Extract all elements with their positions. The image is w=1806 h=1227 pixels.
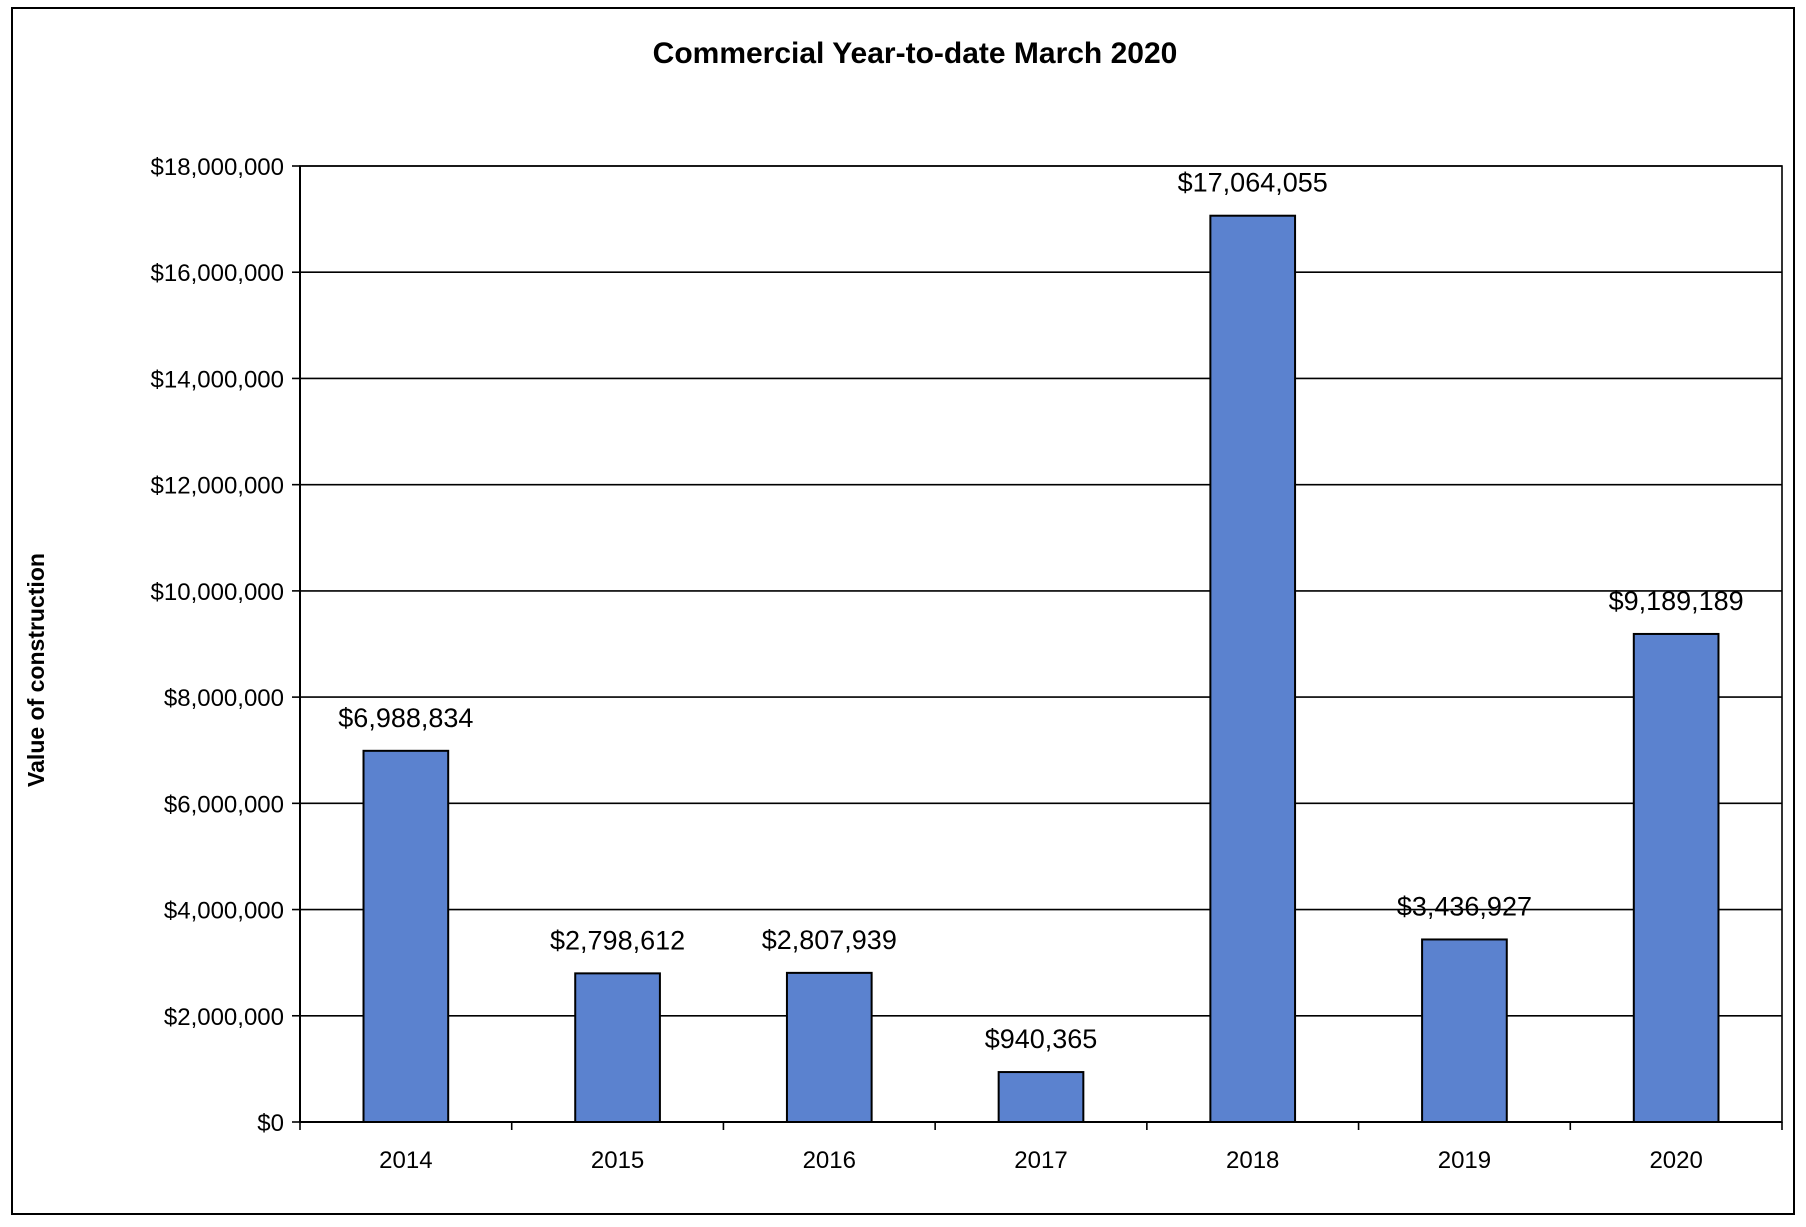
x-tick-label: 2016 <box>803 1147 856 1174</box>
bar-2019 <box>1421 938 1508 1124</box>
bar-2017 <box>997 1071 1085 1123</box>
y-tick-label: $8,000,000 <box>164 685 284 712</box>
data-label-2019: $3,436,927 <box>1397 891 1532 921</box>
y-tick-label: $10,000,000 <box>151 579 284 606</box>
x-tick-label: 2020 <box>1649 1147 1702 1174</box>
y-tick-label: $0 <box>257 1110 284 1137</box>
data-label-2016: $2,807,939 <box>762 925 897 955</box>
data-label-2020: $9,189,189 <box>1609 586 1744 616</box>
data-label-2018: $17,064,055 <box>1178 168 1328 198</box>
bar-2015 <box>574 972 661 1123</box>
data-label-2017: $940,365 <box>985 1024 1098 1054</box>
y-tick-label: $12,000,000 <box>151 473 284 500</box>
chart-border <box>11 7 1795 1215</box>
x-tick-label: 2018 <box>1226 1147 1279 1174</box>
x-tick-label: 2015 <box>591 1147 644 1174</box>
y-tick-label: $18,000,000 <box>151 154 284 181</box>
bar-2018 <box>1209 214 1297 1123</box>
x-tick-label: 2014 <box>379 1147 432 1174</box>
y-tick-label: $2,000,000 <box>164 1004 284 1031</box>
chart-title: Commercial Year-to-date March 2020 <box>653 37 1178 70</box>
data-label-2015: $2,798,612 <box>550 925 685 955</box>
axes <box>292 165 1783 1130</box>
bar-2014 <box>362 749 450 1123</box>
bar-2016 <box>785 971 873 1124</box>
x-tick-label: 2017 <box>1014 1147 1067 1174</box>
x-tick-label: 2019 <box>1438 1147 1491 1174</box>
bar-2020 <box>1632 632 1720 1123</box>
labels: $0 $2,000,000 $4,000,000 $6,000,000 $8,000,0… <box>151 154 1744 1174</box>
y-tick-label: $14,000,000 <box>151 366 284 393</box>
data-label-2014: $6,988,834 <box>338 703 473 733</box>
y-tick-label: $6,000,000 <box>164 791 284 818</box>
y-tick-label: $16,000,000 <box>151 260 284 287</box>
y-axis-label: Value of construction <box>23 553 49 787</box>
y-tick-label: $4,000,000 <box>164 898 284 925</box>
bars <box>362 214 1720 1124</box>
